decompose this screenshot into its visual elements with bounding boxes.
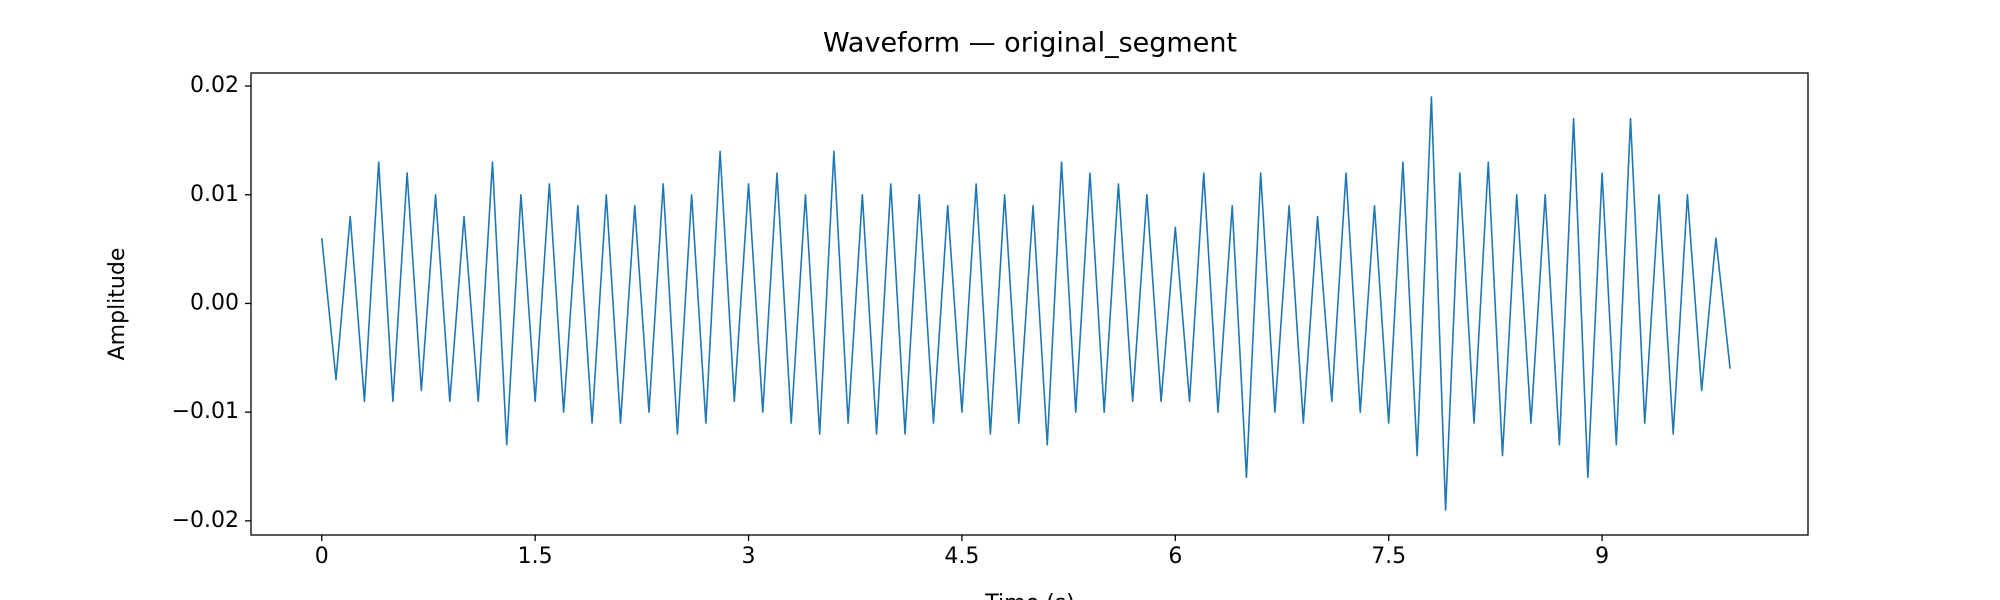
y-tick-label: −0.02 xyxy=(172,508,239,533)
waveform-line xyxy=(320,96,1731,511)
x-tick-label: 9 xyxy=(1595,544,1609,569)
chart-title: Waveform — original_segment xyxy=(823,28,1237,59)
x-tick-label: 6 xyxy=(1168,544,1182,569)
y-tick-label: −0.01 xyxy=(172,399,239,424)
x-tick-label: 1.5 xyxy=(518,544,553,569)
x-tick-label: 3 xyxy=(742,544,756,569)
x-axis-label: Time (s) xyxy=(984,591,1074,600)
x-tick-label: 0 xyxy=(315,544,329,569)
y-axis-label: Amplitude xyxy=(105,248,130,361)
y-tick-label: 0.02 xyxy=(190,73,239,98)
y-tick-label: 0.01 xyxy=(190,182,239,207)
x-tick-label: 4.5 xyxy=(944,544,979,569)
x-tick-label: 7.5 xyxy=(1371,544,1406,569)
y-tick-label: 0.00 xyxy=(190,290,239,315)
plot-frame xyxy=(250,72,1809,536)
